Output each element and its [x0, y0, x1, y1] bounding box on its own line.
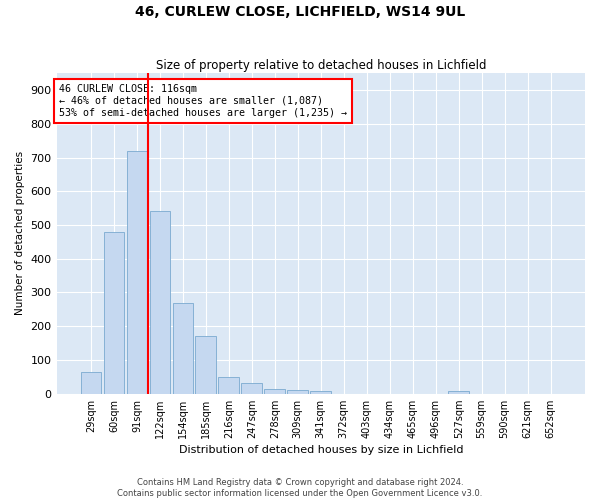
- Bar: [196, 336, 216, 394]
- Text: 46 CURLEW CLOSE: 116sqm
← 46% of detached houses are smaller (1,087)
53% of semi: 46 CURLEW CLOSE: 116sqm ← 46% of detache…: [59, 84, 347, 117]
- Text: Contains HM Land Registry data © Crown copyright and database right 2024.
Contai: Contains HM Land Registry data © Crown c…: [118, 478, 482, 498]
- Bar: [218, 378, 239, 394]
- X-axis label: Distribution of detached houses by size in Lichfield: Distribution of detached houses by size …: [179, 445, 463, 455]
- Y-axis label: Number of detached properties: Number of detached properties: [15, 152, 25, 316]
- Title: Size of property relative to detached houses in Lichfield: Size of property relative to detached ho…: [155, 59, 486, 72]
- Bar: [265, 388, 285, 394]
- Bar: [127, 151, 147, 394]
- Bar: [287, 390, 308, 394]
- Bar: [173, 302, 193, 394]
- Bar: [241, 382, 262, 394]
- Bar: [104, 232, 124, 394]
- Text: 46, CURLEW CLOSE, LICHFIELD, WS14 9UL: 46, CURLEW CLOSE, LICHFIELD, WS14 9UL: [135, 5, 465, 19]
- Bar: [310, 391, 331, 394]
- Bar: [149, 212, 170, 394]
- Bar: [80, 372, 101, 394]
- Bar: [448, 391, 469, 394]
